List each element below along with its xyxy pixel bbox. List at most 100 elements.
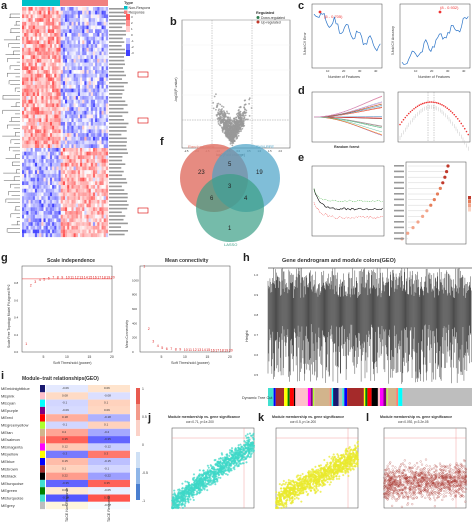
- volcano-point: [217, 102, 220, 105]
- scatter-point: [252, 432, 255, 435]
- heatmap-cell: [24, 88, 27, 93]
- heatmap-cell: [22, 136, 25, 141]
- heatmap-cell: [26, 151, 29, 156]
- gene-label: [394, 204, 404, 206]
- heatmap-cell: [28, 159, 31, 163]
- heatmap-cell: [45, 10, 48, 15]
- heatmap-cell: [43, 147, 46, 152]
- heatmap-cell: [71, 118, 74, 123]
- heatmap-cell: [43, 225, 46, 230]
- heatmap-cell: [24, 173, 27, 178]
- heatmap-cell: [92, 84, 96, 89]
- heatmap-cell: [54, 84, 57, 89]
- heatmap-cell: [103, 136, 106, 141]
- heatmap-cell: [58, 73, 61, 78]
- module-name: MEgreenyellow: [1, 423, 28, 428]
- heatmap-cell: [39, 229, 42, 234]
- heatmap-cell: [41, 188, 44, 193]
- coef-path: [313, 105, 383, 118]
- row-label: [109, 70, 125, 73]
- heatmap-cell: [95, 96, 98, 100]
- heatmap-cell: [26, 133, 29, 137]
- heatmap-cell: [32, 14, 35, 19]
- heatmap-cell: [103, 58, 106, 63]
- heatmap-cell: [24, 96, 27, 100]
- heatmap-cell: [90, 188, 94, 193]
- heatmap-cell: [54, 14, 57, 19]
- heatmap-cell: [103, 110, 106, 115]
- heatmap-cell: [22, 99, 25, 104]
- heatmap-cell: [30, 47, 33, 52]
- heatmap-cell: [41, 162, 44, 167]
- heatmap-cell: [58, 173, 61, 178]
- heatmap-cell: [34, 51, 38, 56]
- heatmap-cell: [88, 185, 91, 189]
- heatmap-cell: [103, 25, 106, 30]
- heatmap-cell: [97, 211, 100, 215]
- heatmap-cell: [101, 62, 104, 67]
- heatmap-cell: [69, 55, 72, 60]
- heatmap-cell: [73, 151, 76, 156]
- heatmap-cell: [103, 151, 106, 156]
- heatmap-cell: [97, 25, 100, 30]
- heatmap-cell: [24, 29, 27, 34]
- heatmap-cell: [95, 7, 98, 11]
- heatmap-cell: [43, 207, 46, 212]
- heatmap-cell: [71, 177, 74, 182]
- heatmap-cell: [75, 151, 78, 156]
- heatmap-cell: [90, 47, 94, 52]
- volcano-point: [245, 111, 248, 114]
- heatmap-cell: [86, 114, 89, 119]
- cv-point: [434, 101, 436, 104]
- heatmap-cell: [105, 114, 109, 119]
- heatmap-cell: [84, 103, 87, 108]
- trait-cell: [46, 450, 88, 458]
- heatmap-cell: [82, 225, 85, 230]
- heatmap-cell: [82, 107, 85, 111]
- heatmap-cell: [75, 181, 78, 186]
- heatmap-cell: [95, 110, 98, 115]
- heatmap-cell: [77, 222, 81, 226]
- heatmap-cell: [101, 155, 104, 160]
- heatmap-cell: [71, 129, 74, 134]
- heatmap-cell: [71, 192, 74, 197]
- volcano-point: [217, 109, 220, 112]
- heatmap-cell: [90, 66, 94, 71]
- heatmap-cell: [82, 84, 85, 89]
- heatmap-cell: [58, 62, 61, 67]
- gene-label: [394, 209, 404, 212]
- heatmap-cell: [41, 88, 44, 93]
- heatmap-cell: [41, 196, 44, 201]
- heatmap-cell: [24, 66, 27, 71]
- heatmap-cell: [34, 144, 38, 149]
- heatmap-cell: [37, 144, 40, 149]
- heatmap-cell: [69, 125, 72, 130]
- heatmap-cell: [88, 29, 91, 34]
- heatmap-cell: [103, 62, 106, 67]
- heatmap-cell: [41, 92, 44, 97]
- heatmap-cell: [24, 73, 27, 78]
- heatmap-cell: [97, 40, 100, 45]
- heatmap-cell: [75, 110, 78, 115]
- heatmap-cell: [95, 159, 98, 163]
- heatmap-cell: [80, 10, 83, 15]
- volcano-point: [227, 137, 230, 139]
- heatmap-cell: [105, 211, 109, 215]
- heatmap-cell: [45, 40, 48, 45]
- volcano-point: [236, 137, 239, 140]
- heatmap-cell: [97, 77, 100, 82]
- heatmap-cell: [84, 7, 87, 11]
- heatmap-cell: [47, 110, 51, 115]
- heatmap-cell: [62, 70, 66, 74]
- heatmap-cell: [49, 62, 53, 67]
- heatmap-cell: [73, 170, 76, 175]
- heatmap-cell: [82, 110, 85, 115]
- heatmap-cell: [65, 129, 68, 134]
- heatmap-cell: [97, 129, 100, 134]
- heatmap-cell: [73, 233, 76, 238]
- heatmap-cell: [22, 44, 25, 48]
- heatmap-cell: [22, 29, 25, 34]
- heatmap-cell: [56, 211, 59, 215]
- heatmap-cell: [41, 199, 44, 204]
- heatmap-cell: [77, 203, 81, 208]
